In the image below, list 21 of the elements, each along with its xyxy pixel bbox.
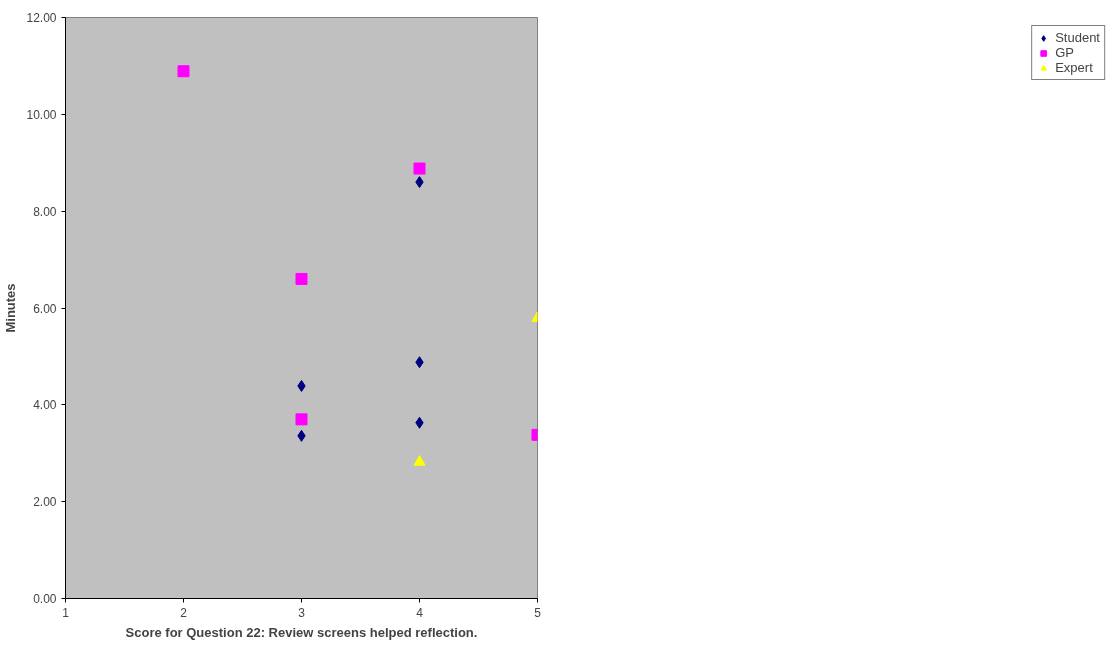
y-tick-label: 0.00 xyxy=(33,592,57,606)
x-tick-label: 1 xyxy=(62,605,70,620)
y-tick-label: 8.00 xyxy=(33,204,57,219)
legend-label: Expert xyxy=(1055,60,1093,75)
point xyxy=(295,272,308,285)
x-tick-label: 3 xyxy=(298,605,306,620)
point xyxy=(177,65,190,78)
legend-label: GP xyxy=(1055,45,1075,60)
legend-label: Student xyxy=(1055,30,1100,45)
x-tick-label: 2 xyxy=(180,605,188,620)
x-tick-label: 5 xyxy=(534,605,542,620)
point xyxy=(413,162,426,175)
y-tick-label: 2.00 xyxy=(33,495,57,510)
x-tick-label: 4 xyxy=(416,605,424,620)
y-tick-label: 6.00 xyxy=(33,301,57,316)
point xyxy=(295,413,308,426)
y-axis-title: Minutes xyxy=(3,283,19,333)
y-tick-label: 12.00 xyxy=(26,11,57,25)
y-tick-label: 4.00 xyxy=(33,398,57,413)
x-axis-title: Score for Question 22: Review screens helped reflection. xyxy=(125,624,478,640)
y-tick-label: 10.00 xyxy=(26,107,57,122)
